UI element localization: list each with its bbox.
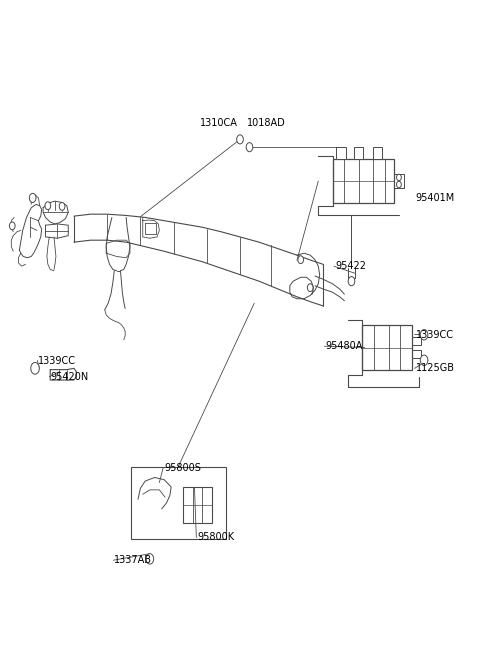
Text: 95800S: 95800S xyxy=(164,463,201,473)
Circle shape xyxy=(31,363,39,374)
Circle shape xyxy=(420,329,428,340)
Bar xyxy=(336,147,346,159)
Bar xyxy=(373,147,383,159)
Circle shape xyxy=(59,203,65,211)
Text: 1339CC: 1339CC xyxy=(38,356,76,365)
Circle shape xyxy=(298,256,303,264)
Text: 1337AB: 1337AB xyxy=(114,555,152,565)
Circle shape xyxy=(307,284,313,291)
Text: 1125GB: 1125GB xyxy=(416,363,455,373)
Text: 95420N: 95420N xyxy=(50,372,88,382)
Circle shape xyxy=(348,277,355,286)
Text: 1310CA: 1310CA xyxy=(200,118,238,128)
Text: 1339CC: 1339CC xyxy=(416,329,454,340)
Text: 95401M: 95401M xyxy=(416,193,455,203)
Bar xyxy=(362,325,412,370)
Circle shape xyxy=(146,554,154,564)
Circle shape xyxy=(45,202,51,210)
Bar xyxy=(183,487,212,523)
Text: 95800K: 95800K xyxy=(197,533,234,543)
Text: 95422: 95422 xyxy=(335,261,366,271)
Text: 95480A: 95480A xyxy=(325,341,363,351)
Circle shape xyxy=(396,181,401,188)
Text: 1018AD: 1018AD xyxy=(247,118,286,128)
Circle shape xyxy=(237,135,243,144)
Circle shape xyxy=(396,174,401,180)
Bar xyxy=(333,159,394,203)
Circle shape xyxy=(420,355,428,365)
Circle shape xyxy=(29,194,36,203)
Circle shape xyxy=(246,142,253,152)
Circle shape xyxy=(10,222,15,230)
Bar xyxy=(131,466,226,539)
Bar xyxy=(354,147,363,159)
